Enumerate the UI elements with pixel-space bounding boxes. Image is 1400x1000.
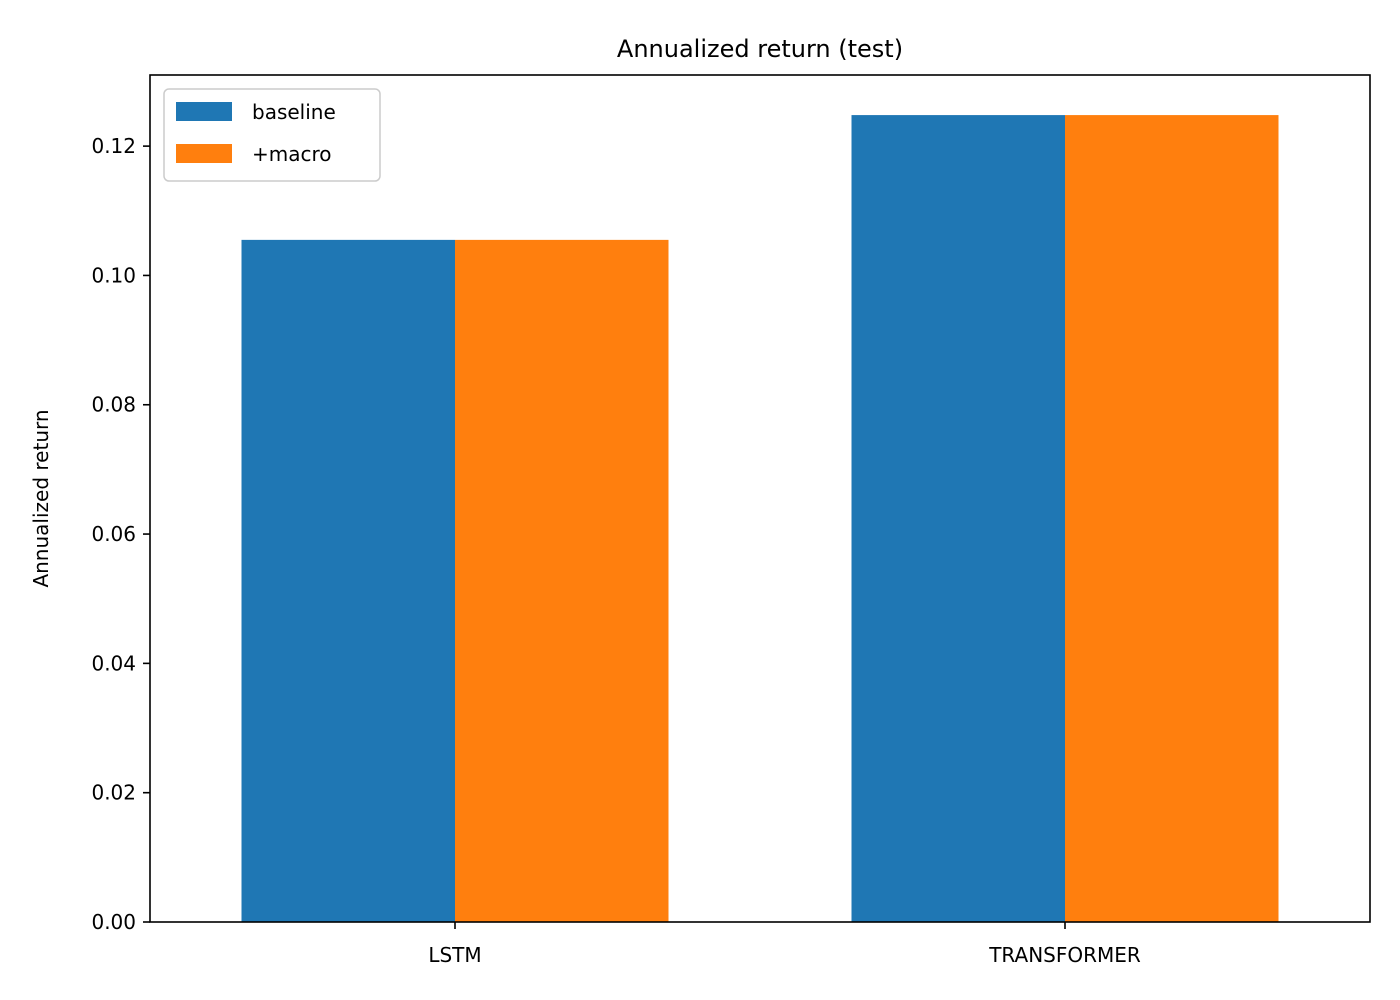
plot-frame [149,74,1371,923]
y-tick-label: 0.00 [91,910,136,934]
chart-title: Annualized return (test) [617,35,903,63]
bar-lstm-macro [455,239,669,923]
legend: baseline +macro [163,88,381,182]
legend-swatch [176,102,232,121]
y-axis-label: Annualized return [29,409,53,587]
bar-transformer-baseline [851,115,1065,922]
x-tick-label: TRANSFORMER [988,943,1141,967]
bar-lstm-baseline [241,239,455,923]
legend-swatch [176,144,232,163]
bars-layer [241,115,1279,923]
y-tick-label: 0.08 [91,393,136,417]
x-tick-label: LSTM [428,943,481,967]
y-tick-label: 0.10 [91,263,136,287]
legend-label: +macro [252,142,332,166]
y-tick-label: 0.06 [91,522,136,546]
y-tick-label: 0.04 [91,651,136,675]
bar-transformer-macro [1065,115,1279,922]
y-tick-label: 0.02 [91,781,136,805]
y-axis: 0.00 0.02 0.04 0.06 0.08 0.10 0.12 [91,134,150,934]
legend-label: baseline [252,100,336,124]
x-axis: LSTM TRANSFORMER [428,922,1141,967]
y-tick-label: 0.12 [91,134,136,158]
